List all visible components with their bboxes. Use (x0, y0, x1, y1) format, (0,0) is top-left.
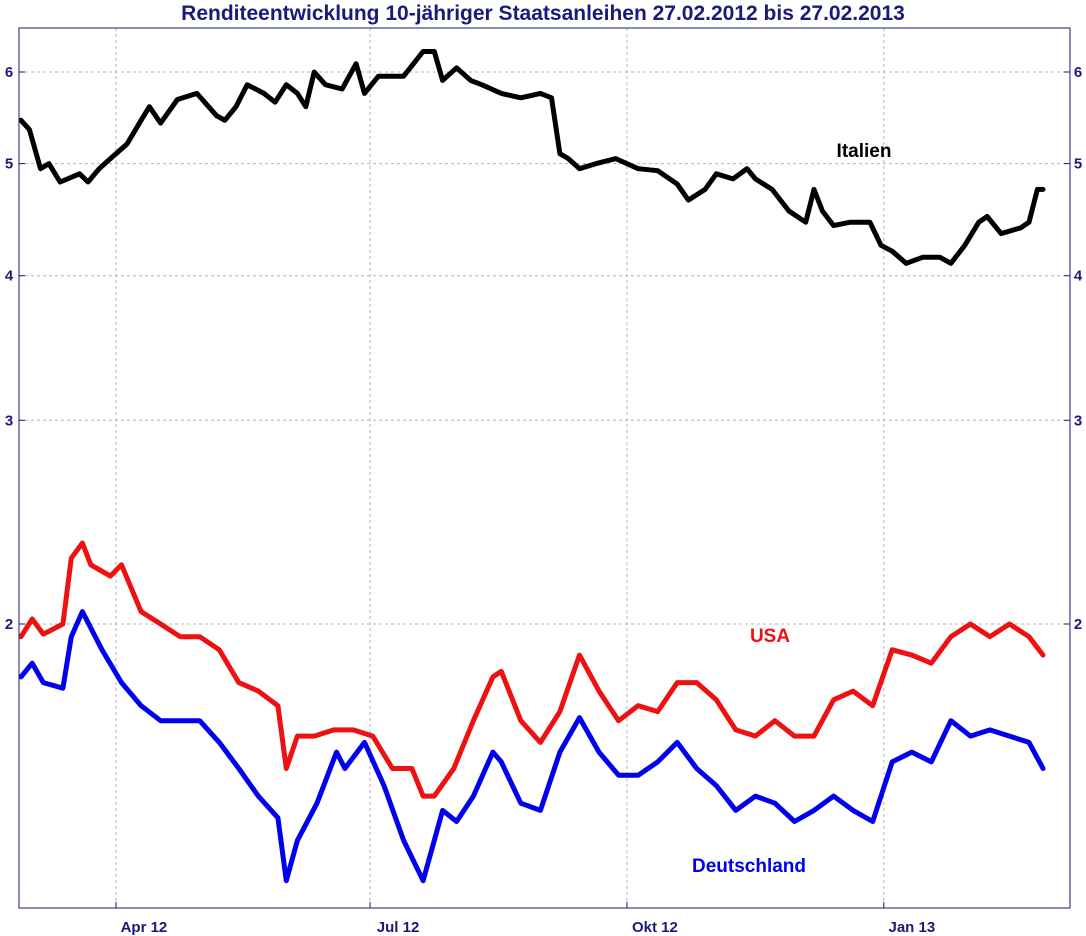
series-label-deutschland: Deutschland (692, 856, 806, 877)
series-label-italien: Italien (837, 141, 892, 162)
series-lines (18, 49, 1046, 884)
y-tick-label-right: 2 (1074, 616, 1082, 633)
y-tick-label-left: 3 (5, 412, 13, 429)
x-tick-label: Okt 12 (632, 919, 678, 936)
y-tick-label-right: 4 (1074, 268, 1083, 285)
y-tick-label-left: 5 (5, 156, 13, 173)
y-tick-label-left: 4 (5, 268, 14, 285)
series-label-usa: USA (750, 626, 790, 647)
series-labels: Italien USA Deutschland (692, 141, 891, 877)
y-tick-label-right: 3 (1074, 412, 1082, 429)
series-line-deutschland (18, 609, 1046, 884)
y-tick-label-right: 6 (1074, 64, 1082, 81)
chart-title: Renditeentwicklung 10-jähriger Staatsanl… (181, 2, 905, 25)
x-tick-label: Apr 12 (121, 919, 168, 936)
axis-ticks: 2 2 3 3 4 4 5 5 6 6 Apr 12 Jul 12 Okt 12 Jan 13 (5, 64, 1083, 936)
series-line-italien (18, 49, 1046, 266)
x-tick-label: Jan 13 (888, 919, 935, 936)
plot-area-frame (18, 27, 1071, 909)
y-tick-label-left: 2 (5, 616, 13, 633)
grid-lines (19, 28, 1070, 908)
series-line-usa (18, 540, 1046, 799)
x-tick-label: Jul 12 (377, 919, 420, 936)
y-tick-label-left: 6 (5, 64, 13, 81)
y-tick-label-right: 5 (1074, 156, 1082, 173)
